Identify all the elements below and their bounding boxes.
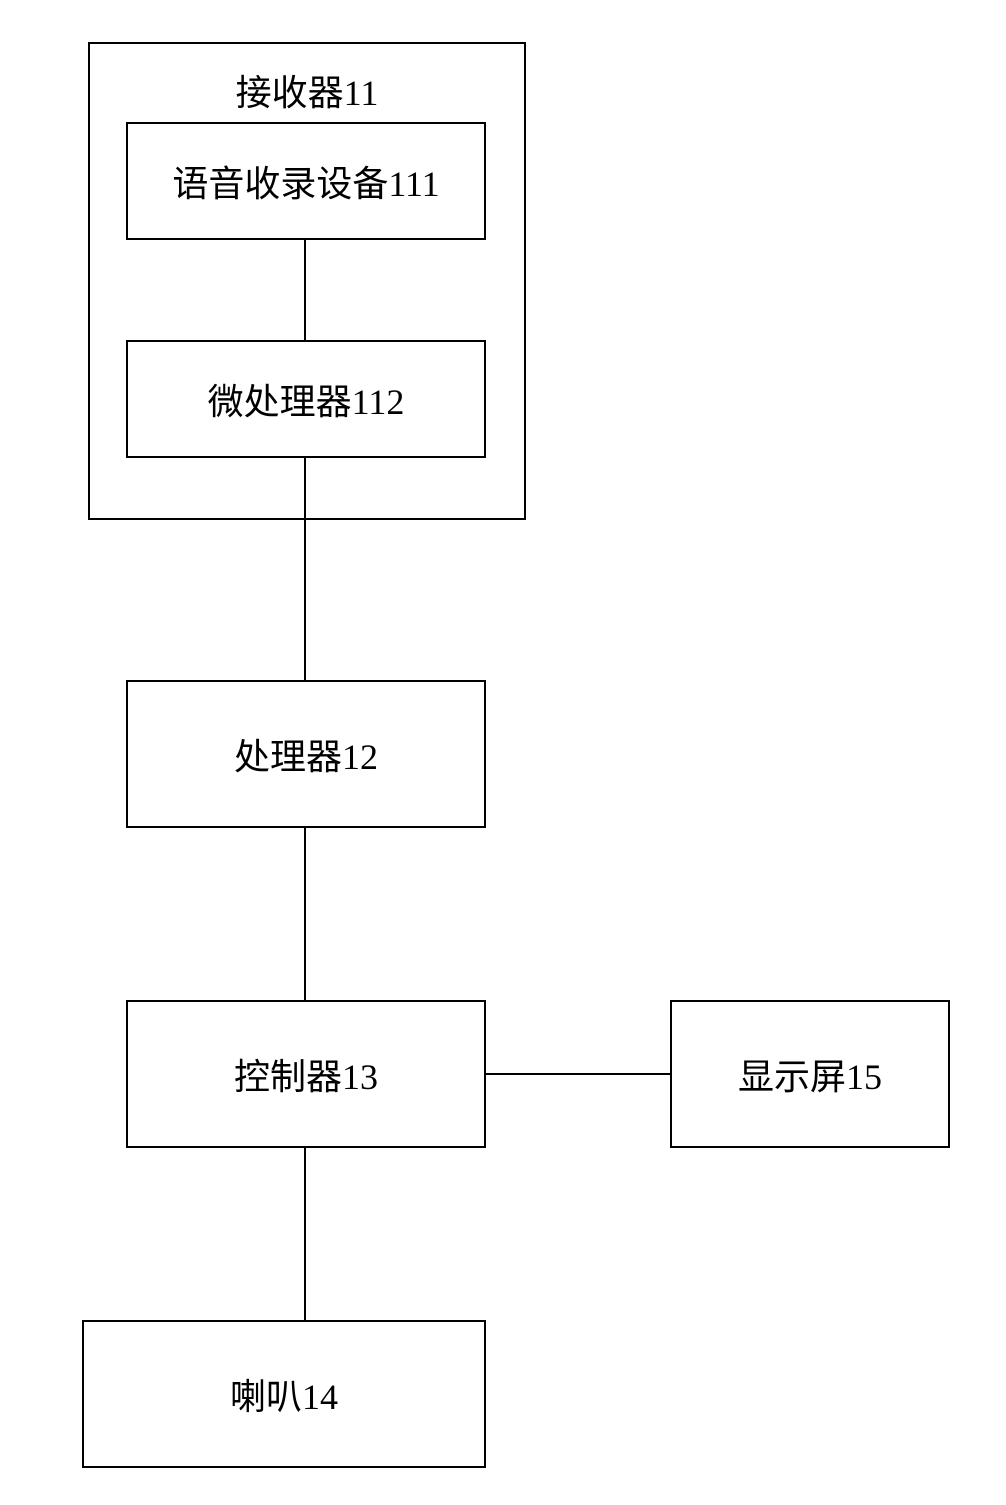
processor-label: 处理器12	[234, 728, 378, 780]
edge-controller-to-speaker	[304, 1148, 306, 1320]
receiver-title: 接收器11	[90, 64, 524, 116]
processor-node: 处理器12	[126, 680, 486, 828]
edge-processor-to-controller	[304, 828, 306, 1000]
speaker-node: 喇叭14	[82, 1320, 486, 1468]
microprocessor-node: 微处理器112	[126, 340, 486, 458]
display-label: 显示屏15	[738, 1048, 882, 1100]
controller-label: 控制器13	[234, 1048, 378, 1100]
controller-node: 控制器13	[126, 1000, 486, 1148]
display-node: 显示屏15	[670, 1000, 950, 1148]
edge-micro-to-processor	[304, 458, 306, 680]
voice-device-label: 语音收录设备111	[172, 155, 439, 207]
microprocessor-label: 微处理器112	[208, 373, 405, 425]
speaker-label: 喇叭14	[230, 1368, 338, 1420]
edge-controller-to-display	[486, 1073, 670, 1075]
voice-device-node: 语音收录设备111	[126, 122, 486, 240]
edge-voice-to-micro	[304, 240, 306, 340]
